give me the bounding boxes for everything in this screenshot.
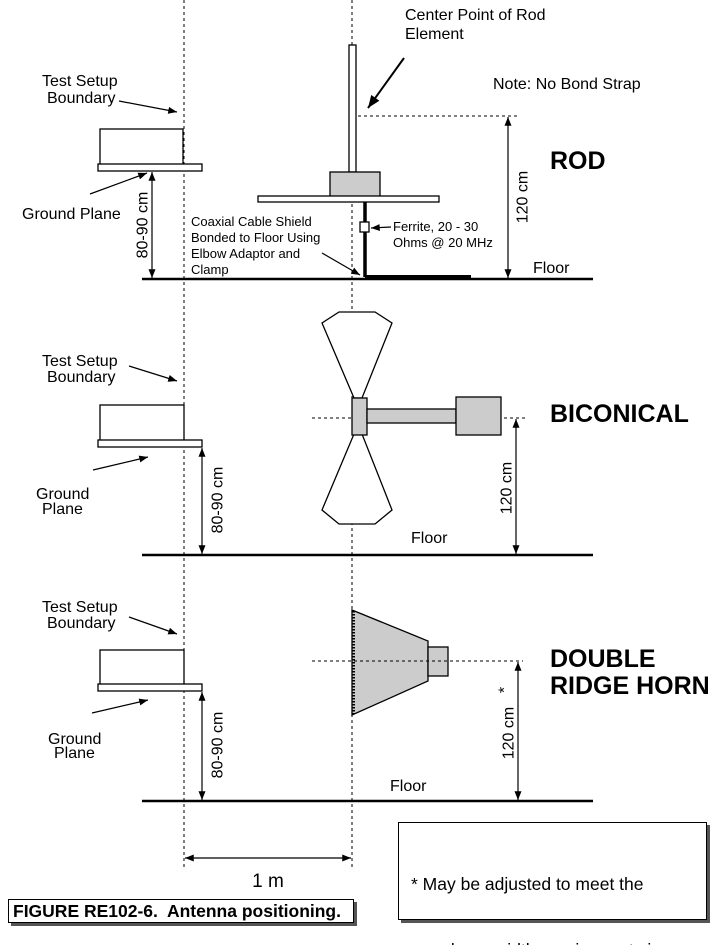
adjustment-note-box: * May be adjusted to meet the area beamw… bbox=[398, 822, 707, 945]
rod-no-bond-strap-note: Note: No Bond Strap bbox=[493, 76, 641, 93]
biconical-antenna-height-label: 120 cm bbox=[499, 462, 516, 514]
horn-test-equipment-box bbox=[99, 649, 185, 687]
rod-boundary-label-line2: Boundary bbox=[47, 90, 116, 107]
biconical-boundary-label-line2: Boundary bbox=[47, 369, 116, 386]
horn-ground-plane-label-line1: Ground bbox=[48, 731, 101, 748]
horn-boundary-arrow bbox=[128, 616, 178, 635]
rod-section: Center Point of Rod Element Note: No Bon… bbox=[22, 7, 641, 281]
biconical-ground-plane-arrow bbox=[92, 455, 149, 471]
rod-ferrite bbox=[359, 221, 370, 233]
horn-antenna-height-label: 120 cm bbox=[501, 707, 518, 759]
rod-center-point-arrow bbox=[367, 57, 405, 109]
rod-test-equipment-box bbox=[99, 128, 184, 166]
rod-center-point-label-line1: Center Point of Rod bbox=[405, 7, 546, 24]
rod-coax-label-line1: Coaxial Cable Shield bbox=[191, 214, 312, 229]
biconical-section: Test Setup Boundary Ground Plane 80-90 c… bbox=[36, 311, 689, 557]
rod-ferrite-arrow bbox=[370, 224, 392, 232]
biconical-test-equipment-box bbox=[99, 404, 185, 442]
biconical-boundary-label-line1: Test Setup bbox=[42, 353, 118, 370]
rod-ferrite-label-line2: Ohms @ 20 MHz bbox=[393, 235, 493, 250]
horn-boundary-label-line1: Test Setup bbox=[42, 599, 118, 616]
biconical-ground-plane-label-line1: Ground bbox=[36, 486, 89, 503]
rod-coax-label-line2: Bonded to Floor Using bbox=[191, 230, 320, 245]
rod-antenna-height-label: 120 cm bbox=[515, 171, 532, 223]
biconical-upper-cone bbox=[321, 311, 393, 399]
rod-title: ROD bbox=[550, 147, 606, 175]
rod-floor-label: Floor bbox=[533, 260, 570, 277]
horn-ground-plane-arrow bbox=[91, 698, 149, 714]
horn-ground-plane bbox=[97, 683, 203, 692]
rod-center-point-label-line2: Element bbox=[405, 26, 464, 43]
biconical-ground-plane-label-line2: Plane bbox=[42, 501, 83, 518]
horn-floor-label: Floor bbox=[390, 778, 427, 795]
note-line-1: * May be adjusted to meet the bbox=[411, 874, 644, 894]
rod-boundary-label-line1: Test Setup bbox=[42, 73, 118, 90]
biconical-feed-element bbox=[351, 397, 368, 436]
horn-ground-plane-label-line2: Plane bbox=[54, 745, 95, 762]
rod-ground-plane bbox=[97, 163, 203, 172]
horn-boundary-label-line2: Boundary bbox=[47, 615, 116, 632]
figure-caption: FIGURE RE102-6. Antenna positioning. bbox=[8, 899, 354, 923]
rod-element bbox=[348, 44, 357, 173]
biconical-balun-box bbox=[455, 396, 502, 436]
biconical-boundary-arrow bbox=[128, 365, 178, 382]
biconical-ground-plane bbox=[97, 439, 203, 448]
rod-coax-label-line3: Elbow Adaptor and bbox=[191, 246, 300, 261]
rod-coax-arrow bbox=[321, 252, 361, 276]
biconical-boom bbox=[366, 408, 457, 424]
rod-counterpoise-plate bbox=[257, 195, 440, 203]
horn-antenna-height-asterisk: * bbox=[497, 687, 514, 693]
rod-antenna-base bbox=[329, 171, 381, 198]
rod-eut-height-label: 80-90 cm bbox=[135, 192, 152, 259]
rod-ground-plane-label: Ground Plane bbox=[22, 206, 121, 223]
horn-flare bbox=[351, 609, 429, 717]
rod-ferrite-label-line1: Ferrite, 20 - 30 bbox=[393, 219, 478, 234]
horn-eut-height-label: 80-90 cm bbox=[210, 712, 227, 779]
biconical-eut-height-label: 80-90 cm bbox=[210, 467, 227, 534]
note-line-2: area beamwidth requirements in bbox=[411, 939, 706, 945]
rod-coax-label-line4: Clamp bbox=[191, 262, 229, 277]
biconical-title: BICONICAL bbox=[550, 400, 689, 428]
biconical-floor-label: Floor bbox=[411, 530, 448, 547]
biconical-lower-cone bbox=[321, 433, 393, 525]
rod-boundary-arrow bbox=[118, 100, 178, 114]
rod-ground-plane-arrow bbox=[89, 172, 148, 195]
spacing-label: 1 m bbox=[252, 871, 284, 892]
double-ridge-horn-section: Test Setup Boundary Ground Plane 80-90 c… bbox=[42, 599, 710, 803]
horn-title-line1: DOUBLE bbox=[550, 645, 656, 673]
horn-title-line2: RIDGE HORN bbox=[550, 672, 710, 700]
